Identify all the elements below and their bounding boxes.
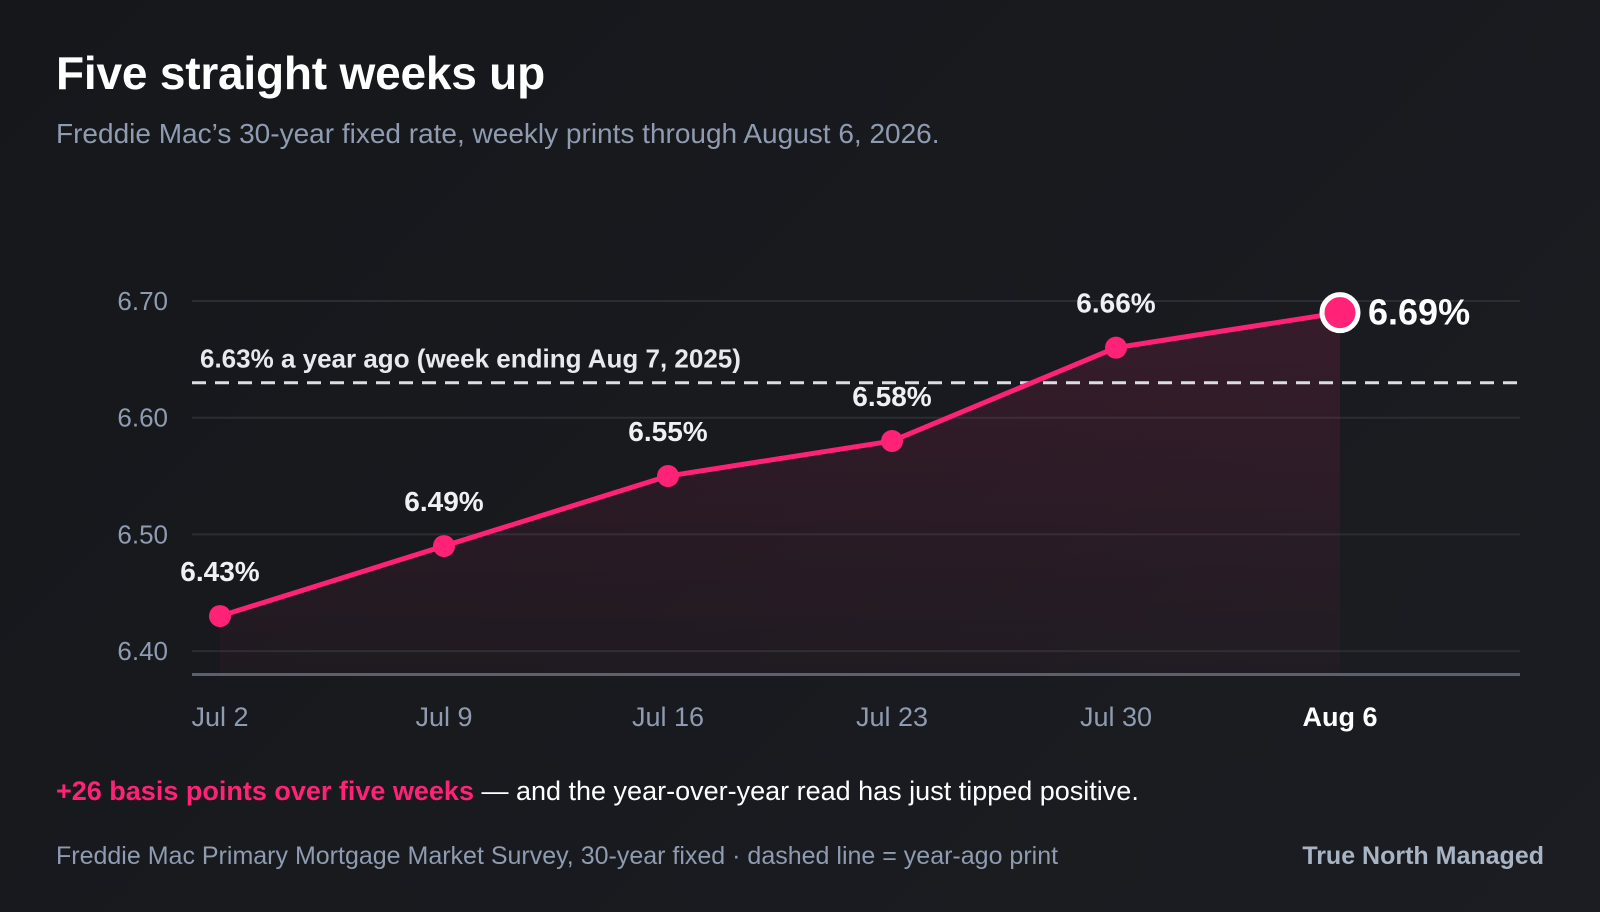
data-label: 6.66% (1076, 288, 1155, 319)
takeaway-highlight: +26 basis points over five weeks (56, 776, 474, 806)
y-tick-6.50: 6.50 (117, 519, 168, 549)
brand-name: True North Managed (1302, 842, 1544, 870)
year-ago-reference-label: 6.63% a year ago (week ending Aug 7, 202… (200, 344, 741, 374)
area-fill (220, 312, 1340, 675)
y-tick-6.60: 6.60 (117, 403, 168, 433)
x-tick: Jul 30 (1080, 702, 1152, 732)
x-tick-highlighted: Aug 6 (1302, 702, 1377, 732)
x-tick: Jul 23 (856, 702, 928, 732)
chart-title: Five straight weeks up (56, 47, 545, 99)
source-note: Freddie Mac Primary Mortgage Market Surv… (56, 842, 1059, 870)
x-tick: Jul 2 (191, 702, 248, 732)
chart-subtitle: Freddie Mac’s 30-year fixed rate, weekly… (56, 118, 940, 149)
data-label: 6.43% (180, 556, 259, 587)
y-tick-6.40: 6.40 (117, 636, 168, 666)
data-label: 6.55% (628, 416, 707, 447)
data-label: 6.49% (404, 486, 483, 517)
takeaway-rest: — and the year-over-year read has just t… (473, 776, 1139, 806)
y-tick-6.70: 6.70 (117, 286, 168, 316)
data-point (209, 605, 231, 628)
data-point (433, 535, 455, 558)
x-tick: Jul 16 (632, 702, 704, 732)
data-label: 6.58% (852, 381, 931, 412)
data-point (1105, 336, 1127, 359)
x-tick: Jul 9 (415, 702, 472, 732)
data-point (881, 430, 903, 453)
data-label-latest: 6.69% (1368, 292, 1470, 333)
rate-series-line (217, 310, 1343, 619)
takeaway-text: +26 basis points over five weeks — and t… (56, 776, 1139, 807)
data-point (657, 465, 679, 488)
data-point-latest (1319, 292, 1361, 334)
